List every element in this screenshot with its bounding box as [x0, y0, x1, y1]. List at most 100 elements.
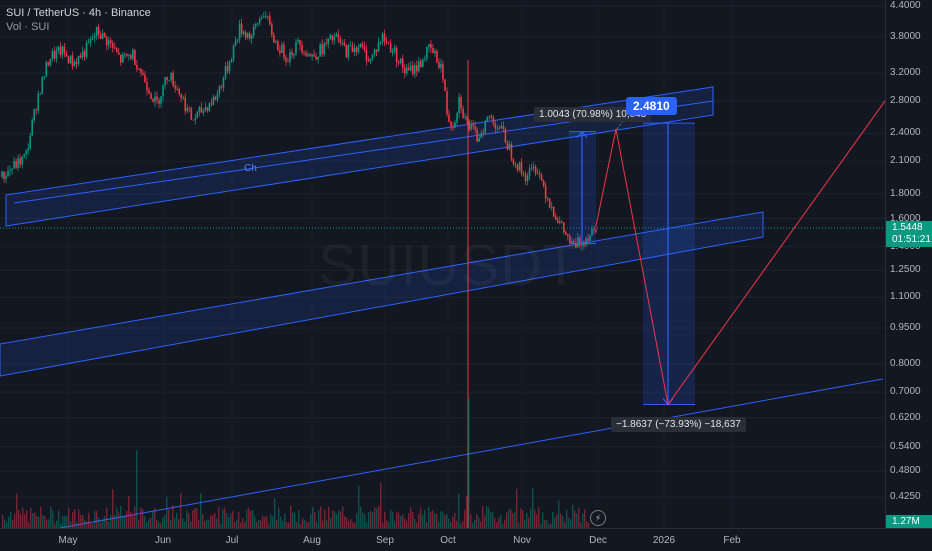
candle-body — [395, 47, 398, 63]
symbol-watermark: SUIUSDT — [318, 232, 580, 299]
volume-bar — [512, 513, 514, 528]
volume-bar — [216, 518, 218, 528]
candle-body — [9, 170, 11, 171]
candle-body — [474, 126, 476, 130]
volume-bar — [376, 508, 378, 528]
volume-bar — [448, 518, 450, 528]
volume-indicator-label[interactable]: Vol · SUI — [6, 21, 50, 33]
volume-bar — [550, 523, 552, 528]
candle-body — [103, 32, 106, 37]
volume-bar — [440, 511, 442, 528]
volume-bar — [52, 510, 54, 528]
candle-body — [158, 100, 160, 104]
volume-bar — [58, 510, 60, 528]
volume-bar — [138, 519, 140, 528]
volume-bar — [464, 509, 466, 528]
candle-body — [21, 156, 23, 165]
candle-body — [113, 47, 116, 49]
candle-body — [381, 33, 384, 42]
volume-bar — [258, 519, 260, 528]
candle-body — [162, 84, 164, 97]
candle-body — [13, 161, 15, 169]
time-tick-label: Oct — [440, 535, 456, 546]
volume-bar — [558, 500, 560, 528]
candle-body — [587, 238, 589, 241]
volume-bar — [392, 511, 394, 528]
volume-bar — [64, 515, 66, 528]
candle-body — [345, 45, 348, 58]
candle-body — [230, 59, 233, 63]
candle-body — [466, 116, 468, 121]
volume-bar — [8, 516, 10, 528]
volume-bar — [98, 517, 100, 528]
symbol-title[interactable]: SUI / TetherUS · 4h · Binance — [6, 7, 151, 19]
volume-bar — [40, 506, 42, 528]
volume-bar — [362, 512, 364, 528]
volume-bar — [414, 518, 416, 528]
channel-label: Ch — [244, 163, 257, 174]
volume-bar — [294, 512, 296, 528]
candle-body — [526, 175, 529, 182]
volume-bar — [380, 483, 382, 528]
candle-body — [522, 173, 525, 175]
price-axis[interactable] — [885, 0, 932, 528]
candle-body — [518, 162, 521, 171]
volume-bar — [254, 516, 256, 528]
volume-bar — [564, 522, 566, 528]
target-price-label[interactable]: 2.4810 — [626, 97, 677, 115]
volume-bar — [528, 517, 530, 528]
volume-bar — [452, 516, 454, 528]
candle-body — [560, 221, 563, 223]
volume-bar — [462, 520, 464, 528]
candle-body — [83, 51, 86, 57]
candle-body — [190, 108, 193, 120]
volume-bar — [494, 517, 496, 528]
volume-bar — [408, 513, 410, 528]
candle-body — [552, 206, 555, 217]
volume-bar — [44, 515, 46, 528]
candle-body — [61, 46, 64, 56]
volume-bar — [252, 509, 254, 528]
candle-body — [550, 206, 553, 208]
volume-bar — [402, 514, 404, 528]
candle-body — [176, 88, 178, 90]
volume-bar — [578, 507, 580, 528]
candle-body — [240, 23, 243, 34]
candle-body — [335, 34, 338, 37]
volume-bar — [554, 517, 556, 528]
middle-channel — [0, 211, 764, 377]
volume-bar — [210, 515, 212, 528]
volume-bar — [170, 520, 172, 528]
volume-bar — [492, 511, 494, 528]
volume-bar — [544, 519, 546, 528]
rise-measure-label[interactable]: 1.0043 (70.98%) 10,043 — [534, 107, 652, 122]
chart-grid — [0, 5, 885, 498]
price-tick-label: 0.7000 — [890, 386, 921, 398]
volume-bar — [352, 522, 354, 528]
candle-body — [331, 35, 334, 41]
candle-body — [226, 66, 229, 72]
drop-measure-label[interactable]: −1.8637 (−73.93%) −18,637 — [611, 417, 746, 432]
candle-body — [490, 116, 493, 118]
time-axis[interactable] — [0, 528, 932, 551]
candle-body — [126, 53, 128, 56]
volume-bar — [526, 513, 528, 528]
volume-bar — [426, 522, 428, 528]
volume-bar — [356, 513, 358, 528]
candle-body — [140, 69, 142, 73]
volume-bar — [416, 522, 418, 528]
candle-body — [329, 35, 332, 39]
candle-body — [577, 237, 579, 248]
candle-body — [301, 45, 303, 53]
candle-body — [397, 62, 400, 64]
candle-body — [285, 57, 287, 62]
volume-bar — [444, 514, 446, 528]
candle-body — [452, 126, 454, 128]
candle-body — [373, 49, 376, 55]
volume-bar — [572, 504, 574, 528]
volume-bar — [540, 523, 542, 528]
price-tick-label: 0.8000 — [890, 358, 921, 370]
price-tick-label: 2.4000 — [890, 127, 921, 139]
volume-bar — [418, 513, 420, 528]
lightning-icon[interactable]: ⚡ — [590, 510, 606, 526]
